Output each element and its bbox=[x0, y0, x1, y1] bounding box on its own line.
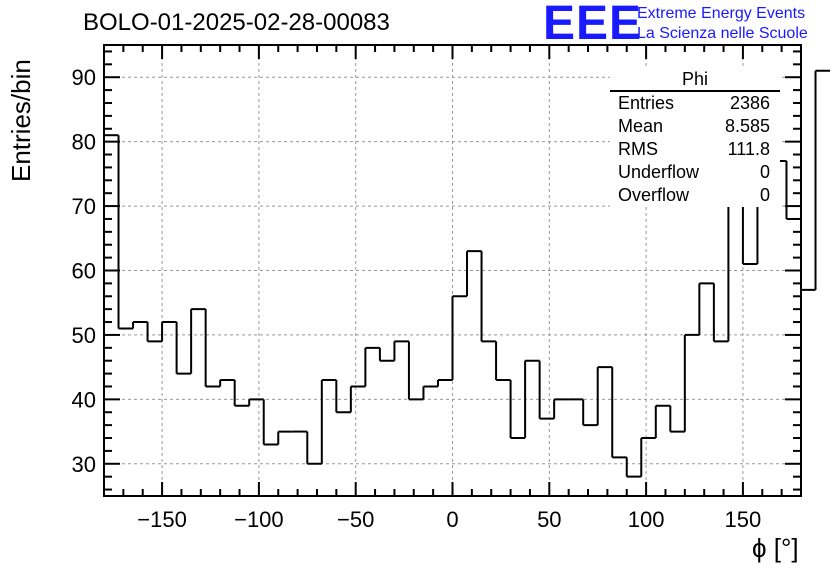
histogram-bin bbox=[117, 135, 134, 330]
histogram-bin bbox=[640, 437, 656, 477]
histogram-bin bbox=[132, 321, 148, 329]
stats-row-underflow: Underflow 0 bbox=[610, 161, 780, 184]
stats-row-overflow: Overflow 0 bbox=[610, 184, 780, 207]
histogram-series bbox=[104, 69, 831, 478]
stats-value: 8.585 bbox=[724, 116, 770, 136]
histogram-bin bbox=[306, 431, 322, 465]
stats-value: 111.8 bbox=[727, 139, 770, 159]
stats-key: Underflow bbox=[618, 162, 700, 182]
stats-box: Phi Entries 2386 Mean 8.585 RMS 111.8 Un… bbox=[610, 68, 780, 207]
histogram-bin bbox=[233, 380, 250, 407]
histogram-bin bbox=[422, 385, 438, 400]
histogram-bin bbox=[683, 333, 700, 432]
histogram-bin bbox=[393, 340, 409, 361]
histogram-bin bbox=[175, 322, 192, 375]
histogram-bin bbox=[407, 341, 424, 401]
x-tick-label: −150 bbox=[137, 507, 187, 532]
y-tick-label: 50 bbox=[72, 323, 96, 348]
histogram-bin bbox=[277, 430, 293, 445]
histogram-bin bbox=[364, 346, 380, 387]
histogram-bin bbox=[712, 283, 729, 343]
stats-row-mean: Mean 8.585 bbox=[610, 115, 780, 138]
y-tick-label: 40 bbox=[72, 387, 96, 412]
histogram-bin bbox=[625, 457, 642, 478]
histogram-bin bbox=[538, 360, 555, 420]
stats-key: Entries bbox=[618, 93, 675, 113]
stats-value: 0 bbox=[759, 162, 770, 182]
y-tick-label: 70 bbox=[72, 194, 96, 219]
histogram-bin bbox=[698, 282, 714, 335]
histogram-bin bbox=[451, 295, 468, 381]
stats-value: 0 bbox=[759, 185, 770, 205]
histogram-bin bbox=[509, 380, 526, 440]
eee-logo: EEE bbox=[543, 0, 643, 50]
histogram-bin bbox=[596, 366, 613, 426]
tick-labels: −150 −100 −50 0 50 100 150 30 40 50 60 70 80 90 bbox=[72, 65, 762, 532]
histogram-bin bbox=[161, 321, 177, 342]
histogram-bin bbox=[654, 404, 671, 439]
y-tick-label: 60 bbox=[72, 259, 96, 284]
histogram-bin bbox=[669, 405, 685, 433]
y-tick-label: 80 bbox=[72, 130, 96, 155]
histogram-bin bbox=[495, 341, 511, 382]
x-axis-label: ϕ [°] bbox=[752, 533, 799, 563]
x-tick-label: −100 bbox=[234, 507, 284, 532]
x-tick-label: 0 bbox=[446, 507, 458, 532]
histogram-bin bbox=[582, 399, 598, 427]
logo-line-2: La Scienza nelle Scuole bbox=[637, 25, 808, 42]
histogram-bin bbox=[320, 379, 337, 464]
histogram-bin bbox=[219, 379, 235, 387]
y-tick-label: 90 bbox=[72, 65, 96, 90]
y-axis-label: Entries/bin bbox=[6, 59, 36, 182]
histogram-bin bbox=[436, 379, 453, 387]
x-tick-label: −50 bbox=[337, 507, 374, 532]
histogram-bin bbox=[727, 192, 743, 342]
histogram-bin bbox=[480, 251, 497, 343]
stats-value: 2386 bbox=[729, 93, 770, 113]
stats-box-title: Phi bbox=[610, 68, 780, 92]
stats-key: Overflow bbox=[618, 185, 690, 205]
histogram-bin bbox=[785, 160, 801, 220]
histogram-bin bbox=[814, 69, 831, 290]
stats-key: RMS bbox=[618, 139, 658, 159]
histogram-bin bbox=[800, 218, 816, 291]
y-tick-label: 30 bbox=[72, 452, 96, 477]
x-tick-label: 150 bbox=[725, 507, 762, 532]
histogram-bin bbox=[146, 322, 163, 343]
histogram-bin bbox=[248, 398, 264, 406]
chart-title: BOLO-01-2025-02-28-00083 bbox=[83, 9, 390, 36]
axis-ticks bbox=[104, 45, 801, 496]
histogram-bin bbox=[466, 250, 482, 297]
histogram-bin bbox=[204, 309, 221, 388]
histogram-bin bbox=[524, 359, 540, 439]
histogram-bin bbox=[190, 308, 206, 374]
logo-line-1: Extreme Energy Events bbox=[637, 5, 806, 22]
histogram-bin bbox=[262, 399, 279, 446]
histogram-bin bbox=[335, 380, 351, 414]
stats-row-entries: Entries 2386 bbox=[610, 92, 780, 115]
histogram-bin bbox=[553, 398, 569, 419]
x-tick-label: 50 bbox=[537, 507, 561, 532]
stats-key: Mean bbox=[618, 116, 664, 136]
histogram-bin bbox=[611, 367, 627, 459]
histogram-bin bbox=[378, 347, 395, 362]
x-tick-label: 100 bbox=[628, 507, 665, 532]
stats-row-rms: RMS 111.8 bbox=[610, 138, 780, 161]
histogram-bin bbox=[349, 385, 366, 413]
